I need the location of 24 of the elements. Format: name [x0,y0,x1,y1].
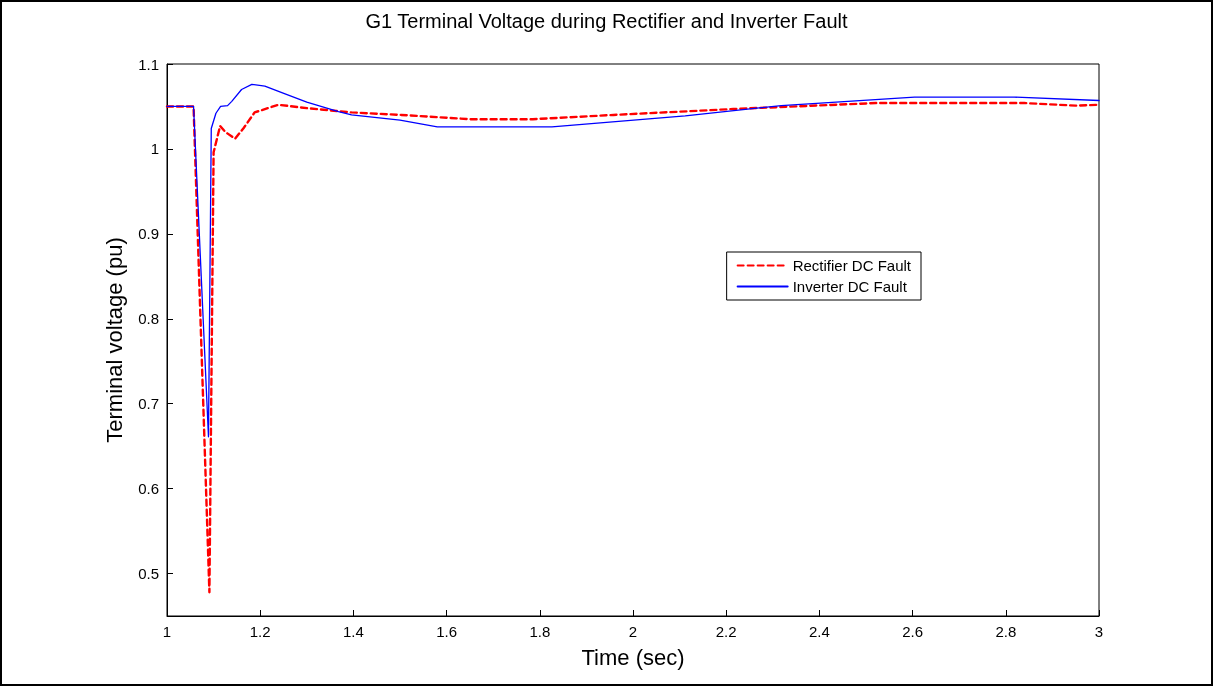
x-tick-label: 1 [162,623,172,640]
y-axis-title: Terminal voltage (pu) [101,237,127,443]
chart-title: G1 Terminal Voltage during Rectifier and Inverter Fault [365,10,848,32]
x-tick-label: 1.4 [342,623,364,640]
x-tick-label: 3 [1094,623,1104,640]
line-series [166,83,1100,438]
x-tick-label: 2 [628,623,638,640]
y-tick-label: 0.5 [138,565,159,583]
x-tick-label: 2.2 [715,623,737,640]
x-axis-title: Time (sec) [581,644,685,670]
y-tick-label: 0.8 [138,310,159,328]
y-tick-label: 0.9 [138,225,159,243]
x-tick-label: 1.6 [436,623,458,640]
x-tick-label: 2.4 [808,623,830,640]
y-tick-label: 1.1 [138,55,159,73]
legend-label: Inverter DC Fault [792,278,908,295]
x-tick-label: 1.8 [529,623,551,640]
y-tick-label: 0.7 [138,395,159,413]
x-tick-label: 2.8 [995,623,1017,640]
x-tick-label: 1.2 [249,623,271,640]
y-tick-label: 0.6 [138,480,159,498]
x-tick-label: 2.6 [902,623,924,640]
legend-label: Rectifier DC Fault [792,257,912,274]
y-tick-label: 1 [150,140,159,158]
